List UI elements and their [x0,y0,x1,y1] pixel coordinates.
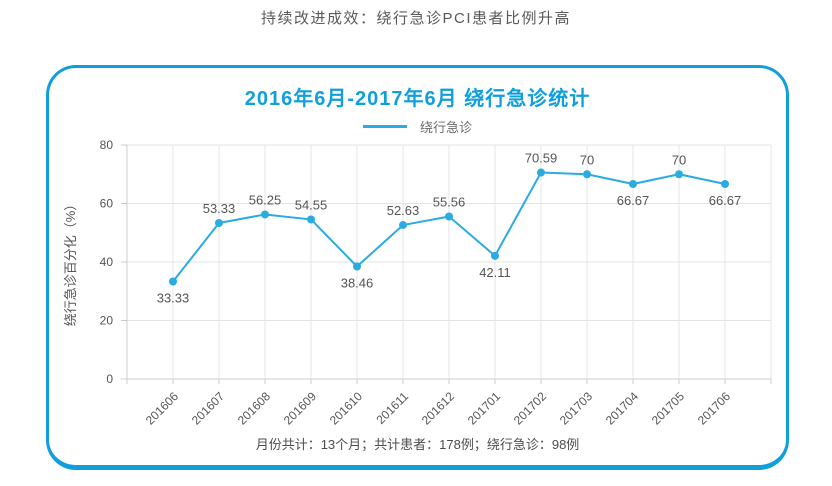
y-tick-label: 80 [100,138,114,152]
data-point [721,179,729,188]
x-tick-label: 201612 [419,389,457,427]
data-point [629,179,637,188]
page-title: 持续改进成效：绕行急诊PCI患者比例升高 [260,10,571,27]
chart-series [169,168,729,286]
x-tick-label: 201706 [695,389,733,427]
y-tick-label: 60 [100,197,114,211]
x-tick-label: 201610 [327,389,365,427]
summary-footer: 月份共计：13个月；共计患者：178例；绕行急诊：98例 [255,437,580,452]
data-point [675,170,683,179]
data-point-label: 42.11 [479,265,511,280]
y-tick-label: 20 [100,314,114,328]
x-tick-label: 201607 [189,389,227,427]
data-point [491,251,499,260]
data-point-label: 33.33 [157,291,190,306]
data-point [169,277,177,286]
data-point-label: 66.67 [617,193,650,208]
chart-card: 2016年6月-2017年6月 绕行急诊统计 绕行急诊 0 20 40 60 80 201… [46,65,789,470]
data-point-label: 53.33 [203,201,236,216]
y-tick-label: 0 [106,372,113,386]
data-point-label: 66.67 [709,193,742,208]
data-point [537,168,545,177]
data-point-label: 38.46 [341,276,374,291]
x-tick-label: 201704 [603,389,641,427]
y-axis-title: 绕行急诊百分化（%） [63,198,78,327]
legend-label: 绕行急诊 [419,120,472,135]
x-tick-label: 201705 [649,389,687,427]
data-point-label: 70.59 [525,151,558,166]
chart-gridlines [126,144,772,380]
data-point [583,170,591,179]
x-tick-label: 201611 [374,389,412,427]
x-tick-label: 201608 [235,389,273,427]
data-point [215,219,223,228]
data-point-label: 70 [580,152,594,167]
x-tick-label: 201702 [511,389,549,427]
x-tick-label: 201701 [465,389,503,427]
data-point-label: 55.56 [433,194,466,209]
data-point-label: 70 [672,152,686,167]
data-point [353,262,361,271]
data-point-label: 54.55 [295,197,328,212]
data-point-label: 52.63 [387,203,420,218]
data-point [445,212,453,221]
chart-title: 2016年6月-2017年6月 绕行急诊统计 [244,88,591,110]
data-point-label: 56.25 [249,192,282,207]
data-point [399,221,407,230]
chart-data-labels: 33.33 53.33 56.25 54.55 38.46 52.63 55.56 42.11… [157,151,742,306]
x-tick-label: 201609 [281,389,319,427]
y-tick-label: 40 [100,255,114,269]
legend-line-icon [362,125,407,128]
x-tick-label: 201606 [143,389,181,427]
data-point [307,215,315,224]
data-point [261,210,269,219]
legend-item[interactable]: 绕行急诊 [49,117,786,136]
x-tick-label: 201703 [557,389,595,427]
